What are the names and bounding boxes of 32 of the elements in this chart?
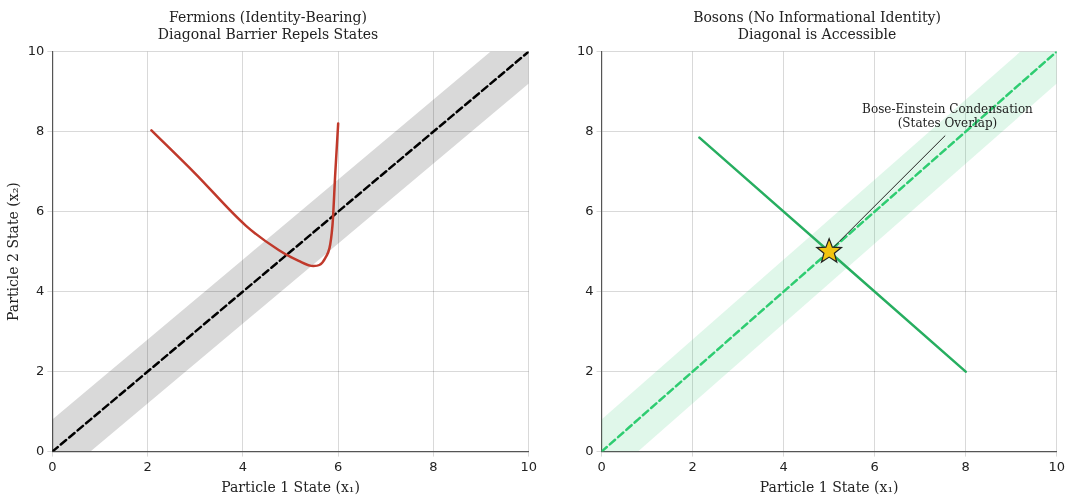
- x-tick-label: 4: [238, 458, 248, 474]
- x-axis-title: Particle 1 State (x₁): [221, 479, 360, 496]
- chart-title: Bosons (No Informational Identity): [693, 9, 941, 26]
- y-tick-label: 8: [585, 122, 594, 138]
- x-tick-label: 6: [870, 458, 879, 474]
- y-axis-title: Particle 2 State (x₂): [5, 182, 22, 321]
- y-tick-label: 8: [36, 122, 45, 138]
- y-tick-label: 6: [36, 202, 45, 218]
- y-tick-label: 10: [27, 42, 45, 58]
- x-axis-title: Particle 1 State (x₁): [759, 479, 899, 496]
- y-tick-label: 0: [585, 442, 594, 458]
- y-tick-label: 0: [36, 442, 45, 458]
- y-tick-label: 4: [36, 282, 45, 298]
- y-tick-label: 6: [585, 202, 594, 218]
- chart-title: Fermions (Identity-Bearing): [169, 9, 367, 26]
- y-tick-label: 10: [577, 42, 594, 58]
- chart-subtitle: Diagonal Barrier Repels States: [157, 25, 379, 42]
- x-tick-label: 10: [520, 458, 537, 474]
- x-tick-label: 10: [1048, 458, 1065, 474]
- x-tick-label: 0: [48, 458, 57, 474]
- x-tick-label: 8: [961, 458, 970, 474]
- x-tick-label: 6: [334, 458, 343, 474]
- y-tick-label: 2: [585, 362, 594, 378]
- y-tick-label: 4: [585, 282, 594, 298]
- y-tick-label: 2: [36, 362, 45, 378]
- x-tick-label: 2: [143, 458, 152, 474]
- x-tick-label: 4: [779, 458, 788, 474]
- x-tick-label: 2: [688, 458, 697, 474]
- chart-subtitle: Diagonal is Accessible: [737, 25, 897, 42]
- x-tick-label: 8: [429, 458, 438, 474]
- x-tick-label: 0: [597, 458, 606, 474]
- line-series: [150, 122, 340, 268]
